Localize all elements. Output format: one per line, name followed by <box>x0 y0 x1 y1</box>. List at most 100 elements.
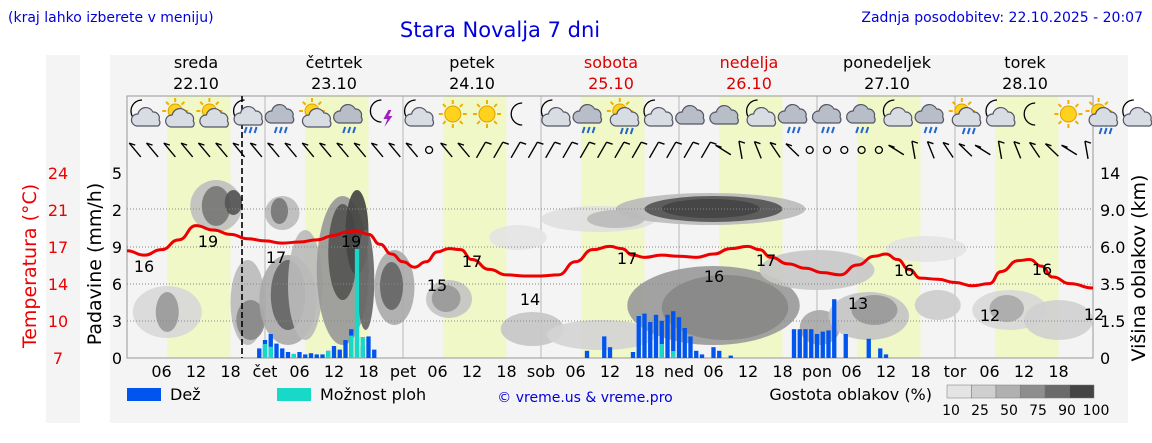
hour-tick-label: 06 <box>979 362 999 381</box>
wind-feather <box>927 140 934 145</box>
wind-shaft <box>475 141 487 159</box>
cloud-patch <box>357 230 375 330</box>
wind-barb <box>666 141 683 159</box>
wind-feather <box>267 142 274 146</box>
wind-feather <box>769 141 777 146</box>
sun-ray <box>459 103 464 108</box>
rain-bar <box>699 354 705 358</box>
rain-drop <box>342 126 347 134</box>
cloud-height-tick: 6.0 <box>1100 238 1125 257</box>
rain-bar <box>665 314 670 358</box>
rain-bar <box>630 352 636 358</box>
wind-barb <box>700 141 717 159</box>
day-tick-label: pet <box>390 362 416 381</box>
cloud-patch <box>201 186 231 226</box>
temperature-value-label: 16 <box>894 261 914 280</box>
hour-tick-label: 18 <box>910 362 930 381</box>
rain-bar <box>648 322 653 358</box>
sun-ray <box>476 103 481 108</box>
wind-feather <box>675 141 683 145</box>
wind-feather <box>738 140 746 144</box>
moon-cloud-icon <box>404 99 435 127</box>
wind-calm <box>874 145 884 155</box>
x-axis-ticks: 06 12 18 čet 06 12 18 pet 06 12 18 sob 06 12 18 ned 06 12… <box>151 362 1068 381</box>
sun-ray <box>625 101 630 106</box>
cloud-shape <box>609 106 640 127</box>
sun-rain-icon <box>1085 98 1119 135</box>
shower-bar <box>349 335 354 358</box>
cloud-shape <box>264 103 295 124</box>
wind-feather <box>710 141 717 145</box>
shower-bar <box>360 337 365 358</box>
cloud-height-tick: 0 <box>1100 349 1110 368</box>
rain-drop <box>821 126 825 134</box>
rain-bar <box>607 347 613 358</box>
wind-shaft <box>911 141 916 159</box>
moon-icon <box>1023 102 1036 126</box>
wind-feather <box>554 141 561 145</box>
rain-drop <box>273 126 278 134</box>
cloud-scale-swatch <box>995 384 1021 399</box>
rain-bar <box>659 320 664 358</box>
day-tick-label: ned <box>664 362 694 381</box>
wind-feather <box>1045 143 1052 147</box>
rain-drop <box>1108 127 1113 135</box>
wind-barb <box>284 142 298 158</box>
rain-bar <box>653 314 659 358</box>
rain-bar <box>372 349 377 358</box>
wind-shaft <box>215 142 228 158</box>
hour-tick-label: 06 <box>841 362 861 381</box>
sun-ray <box>493 103 498 108</box>
wind-feather <box>623 141 631 145</box>
rain-drop <box>1098 127 1103 135</box>
wind-barb <box>249 142 263 158</box>
rain-bar <box>682 328 687 358</box>
cloud-scale-label: 90 <box>1058 403 1076 419</box>
cloud-height-tick: 3.5 <box>1100 275 1125 294</box>
rain-bar <box>337 349 342 358</box>
moon-shape <box>1023 102 1036 126</box>
sun-rain-icon <box>606 98 640 135</box>
sun-shape <box>478 105 496 123</box>
wind-feather <box>284 142 292 146</box>
credit-link[interactable]: © vreme.us & vreme.pro <box>497 390 672 406</box>
wind-shaft <box>267 142 280 158</box>
location-hint[interactable]: (kraj lahko izberete v meniju) <box>8 10 214 26</box>
cloud-height-axis-title: Višina oblakov (km) <box>1128 175 1150 362</box>
rain-bar <box>711 347 716 358</box>
wind-shaft <box>249 142 263 158</box>
rain-bar <box>717 350 722 358</box>
wind-feather <box>146 142 153 146</box>
temperature-value-label: 16 <box>134 257 154 276</box>
moon-icon <box>510 102 523 126</box>
cloud-patch <box>759 250 875 290</box>
hour-tick-label: 18 <box>358 362 378 381</box>
cloud-shape <box>883 106 913 127</box>
cloud-density-scale: 10 25 50 75 90 100 <box>942 384 1109 419</box>
wind-barb <box>997 140 1005 159</box>
sun-ray <box>951 101 957 106</box>
wind-feather <box>589 141 596 145</box>
cloud-patch <box>914 290 961 320</box>
rain-drop <box>248 126 253 134</box>
sun-ray <box>199 101 204 106</box>
sun-icon <box>473 100 501 128</box>
cloud-shape <box>199 107 229 128</box>
precipitation-tick: 5 <box>112 164 122 183</box>
sun-cloud-icon <box>196 98 229 128</box>
temperature-value-label: 13 <box>848 294 868 313</box>
hour-tick-label: 12 <box>324 362 344 381</box>
cloud-shape <box>130 106 161 127</box>
wind-feather <box>1029 141 1036 146</box>
cloud-patch <box>236 300 265 340</box>
rain-drop <box>1103 127 1108 135</box>
wind-shaft <box>370 142 384 158</box>
temperature-tick: 10 <box>48 312 68 331</box>
wind-shaft <box>926 141 935 159</box>
rain-bar <box>320 354 325 358</box>
hour-tick-label: 06 <box>289 362 309 381</box>
rain-bar <box>285 352 291 358</box>
wind-shaft <box>579 141 590 159</box>
rain-drop <box>971 127 976 135</box>
wind-feather <box>485 141 492 145</box>
